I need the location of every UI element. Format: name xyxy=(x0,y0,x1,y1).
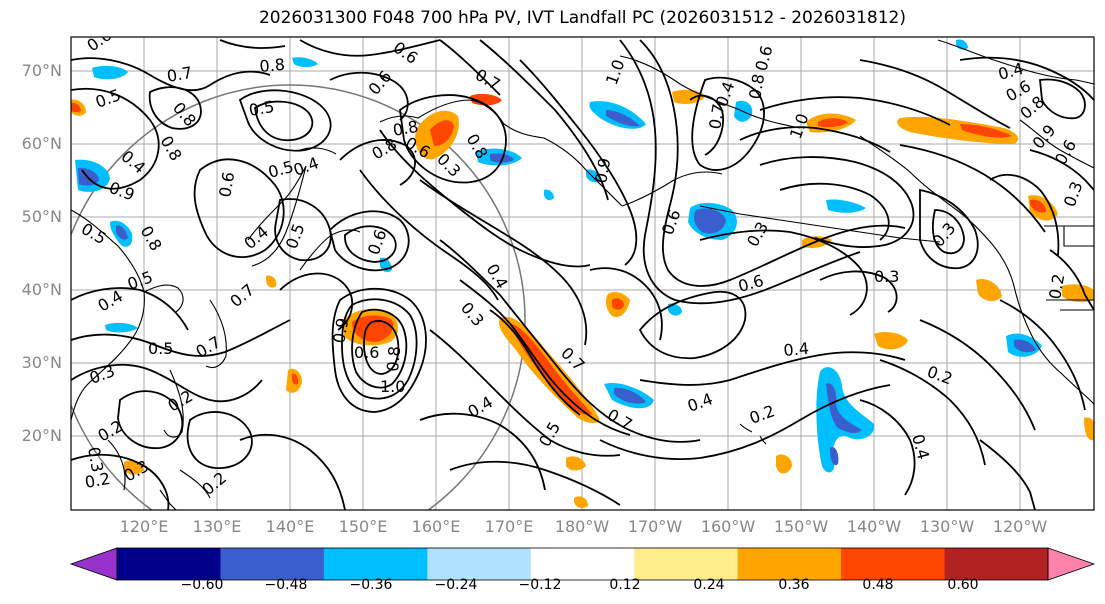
map-frame xyxy=(70,36,1095,511)
colorbar-outline xyxy=(116,547,1049,581)
contour-label: 0.7 xyxy=(165,63,193,86)
contour-label: 0.3 xyxy=(457,298,488,330)
contour-label: 0.9 xyxy=(107,178,137,205)
colorbar-tick-label: 0.24 xyxy=(693,577,725,593)
colorbar-segment xyxy=(427,548,532,580)
contour-label: 0.6 xyxy=(215,170,238,198)
contour-label: 0.9 xyxy=(329,316,352,344)
colorbar-tick-label: −0.60 xyxy=(180,577,224,593)
lat-label: 30°N xyxy=(21,353,62,372)
contour-label: 0.4 xyxy=(685,389,715,416)
colorbar-extend-high xyxy=(1047,547,1096,581)
contour-label: 0.8 xyxy=(391,117,419,140)
contour-label: 0.6 xyxy=(390,38,422,68)
lat-label: 40°N xyxy=(21,280,62,299)
contour-label: 0.2 xyxy=(95,416,127,445)
contour-label: 0.6 xyxy=(354,343,379,362)
contour-label: 0.7 xyxy=(193,332,225,361)
contour-label: 0.6 xyxy=(658,207,685,237)
contour-label: 0.6 xyxy=(752,44,777,74)
lon-label: 130°W xyxy=(919,517,975,536)
contour-label: 0.4 xyxy=(908,432,933,462)
contour-label: 0.6 xyxy=(365,67,396,99)
contour-label: 0.3 xyxy=(874,267,899,286)
contour-label: 0.8 xyxy=(383,345,404,372)
lon-label: 150°E xyxy=(338,517,388,536)
lon-label: 160°E xyxy=(411,517,461,536)
contour-label: 0.4 xyxy=(483,261,512,293)
contour-label: 0.8 xyxy=(137,223,166,255)
contour-label: 0.7 xyxy=(472,65,504,94)
contour-label: 0.5 xyxy=(266,157,296,182)
contour-label: 0.8 xyxy=(259,55,286,76)
contour-label: 0.5 xyxy=(282,221,309,251)
lon-label: 170°W xyxy=(627,517,683,536)
colorbar-segment xyxy=(220,548,325,580)
colorbar-segment xyxy=(323,548,428,580)
colorbar-segment xyxy=(117,548,221,580)
contour-label: 0.7 xyxy=(705,102,728,130)
contour-label: 0.2 xyxy=(83,469,111,492)
contour-label: 0.2 xyxy=(198,468,230,499)
lon-label: 120°W xyxy=(992,517,1048,536)
region-circle xyxy=(71,84,526,510)
contour-label: 0.6 xyxy=(1051,136,1080,168)
contour-label: 0.4 xyxy=(712,79,739,109)
contour-label: 0.3 xyxy=(1060,179,1087,209)
colorbar-segment xyxy=(634,548,739,580)
colorbar-tick-label: 0.48 xyxy=(862,577,894,593)
colorbar-tick-label: −0.12 xyxy=(518,577,562,593)
contour-label: 0.3 xyxy=(84,445,107,473)
colorbar-segment xyxy=(530,548,635,580)
contour-label: 0.5 xyxy=(148,339,173,358)
pv-contours xyxy=(71,39,1094,510)
colorbar-tick-label: 0.36 xyxy=(778,577,810,593)
contour-label: 0.4 xyxy=(291,153,321,180)
lon-label: 140°E xyxy=(265,517,315,536)
colorbar-segment xyxy=(944,548,1049,580)
lat-label: 50°N xyxy=(21,207,62,226)
contour-label: 0.9 xyxy=(591,156,614,184)
colorbar-segment xyxy=(737,548,842,580)
contour-label: 1.0 xyxy=(786,111,813,141)
contour-label: 0.8 xyxy=(157,133,186,165)
contour-label: 1.0 xyxy=(602,57,629,87)
lon-label: 120°E xyxy=(119,517,169,536)
contour-label: 0.3 xyxy=(743,218,772,250)
contour-label: 0.4 xyxy=(783,339,810,360)
map-title: 2026031300 F048 700 hPa PV, IVT Landfall… xyxy=(258,8,906,28)
lon-label: 170°E xyxy=(484,517,534,536)
colorbar-tick-label: 0.12 xyxy=(609,577,641,593)
contour-label: 0.8 xyxy=(745,72,768,100)
contour-label: 0.7 xyxy=(226,280,258,311)
lon-label: 180°W xyxy=(554,517,610,536)
contour-label: 0.5 xyxy=(78,219,110,248)
colorbar-tick-label: −0.36 xyxy=(349,577,393,593)
lon-label: 150°W xyxy=(773,517,829,536)
contour-label: 0.2 xyxy=(1045,272,1068,300)
contour-label: 0.2 xyxy=(165,386,197,415)
contour-label: 1.0 xyxy=(380,377,405,396)
colorbar xyxy=(69,547,1096,581)
pv-anomaly-fill xyxy=(71,39,1094,509)
lon-label: 130°E xyxy=(192,517,242,536)
lat-label: 70°N xyxy=(21,61,62,80)
lon-label: 140°W xyxy=(846,517,902,536)
gridlines xyxy=(71,37,1094,510)
colorbar-tick-label: 0.60 xyxy=(947,577,979,593)
contour-label: 0.9 xyxy=(1029,121,1060,153)
colorbar-segment xyxy=(841,548,946,580)
lon-label: 160°W xyxy=(700,517,756,536)
colorbar-tick-label: −0.24 xyxy=(434,577,478,593)
contour-label: 0.2 xyxy=(747,401,777,428)
contour-label: 0.6 xyxy=(83,25,115,55)
colorbar-tick-label: −0.48 xyxy=(264,577,308,593)
colorbar-extend-low xyxy=(69,547,118,581)
lat-label: 20°N xyxy=(21,426,62,445)
contour-label: 0.5 xyxy=(247,97,275,120)
lat-label: 60°N xyxy=(21,134,62,153)
contour-label: 0.4 xyxy=(465,392,497,421)
contour-label: 0.8 xyxy=(169,98,200,130)
